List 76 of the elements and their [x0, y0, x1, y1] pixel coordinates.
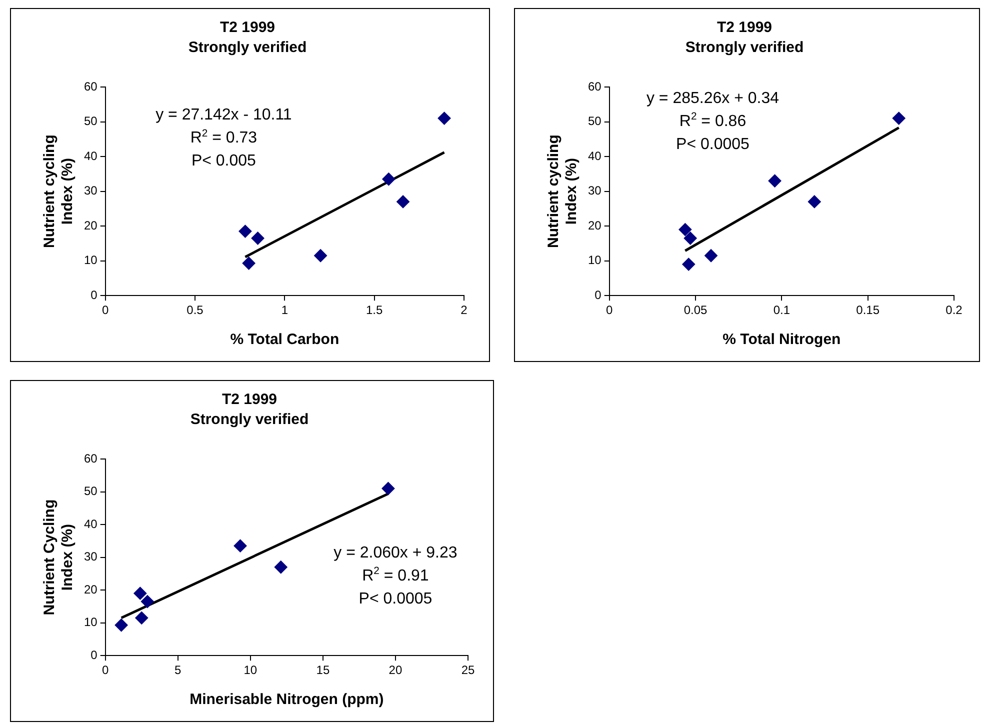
- y-tick-label: 0: [90, 648, 98, 662]
- x-tick-label: 20: [388, 663, 402, 678]
- y-tick-label: 10: [84, 615, 98, 630]
- y-tick-label: 50: [588, 114, 602, 128]
- x-axis-title: % Total Carbon: [230, 331, 340, 348]
- point: [768, 174, 782, 188]
- x-tick-label: 0.15: [856, 303, 880, 318]
- x-tick-label: 0.1: [773, 303, 790, 318]
- x-tick-label: 1: [281, 303, 288, 318]
- y-tick-label: 0: [90, 288, 98, 302]
- y-tick-label: 20: [588, 218, 602, 232]
- chart-title: T2 1999: [220, 19, 276, 36]
- chart-title: T2 1999: [716, 19, 772, 36]
- point: [251, 232, 264, 245]
- point: [140, 595, 154, 608]
- y-tick-label: 60: [84, 79, 98, 94]
- x-tick-label: 0: [102, 663, 110, 678]
- point: [314, 249, 328, 262]
- annotation: y = 27.142x - 10.11: [156, 106, 292, 124]
- point: [238, 224, 252, 238]
- x-tick-label: 2: [460, 303, 468, 318]
- annotation: y = 2.060x + 9.23: [334, 544, 458, 562]
- point: [892, 112, 906, 125]
- x-tick-label: 5: [174, 663, 182, 678]
- chart-subtitle: Strongly verified: [685, 39, 804, 56]
- y-tick-label: 40: [84, 148, 98, 163]
- point: [684, 232, 697, 245]
- point: [678, 223, 692, 236]
- point: [808, 195, 821, 208]
- annotation: y = 285.26x + 0.34: [646, 90, 780, 107]
- y-axis-title: Nutrient Cycling Index (%): [41, 499, 76, 616]
- y-tick-label: 10: [84, 253, 98, 268]
- x-tick-label: 15: [316, 663, 330, 678]
- y-tick-label: 0: [594, 288, 602, 302]
- point: [682, 258, 696, 271]
- y-tick-label: 60: [588, 79, 602, 94]
- chart-title: T2 1999: [222, 391, 278, 408]
- x-axis-title: % Total Nitrogen: [722, 331, 841, 348]
- point: [396, 195, 410, 208]
- point: [274, 560, 288, 574]
- point: [135, 611, 148, 624]
- y-tick-label: 30: [84, 550, 98, 564]
- y-tick-label: 50: [84, 484, 98, 498]
- point: [114, 618, 128, 632]
- point: [234, 539, 247, 552]
- y-tick-label: 10: [588, 253, 602, 268]
- x-tick-label: 1.5: [366, 303, 383, 318]
- annotation: P< 0.0005: [358, 590, 432, 608]
- chart-subtitle: Strongly verified: [190, 411, 309, 428]
- x-tick-label: 0.05: [684, 303, 708, 318]
- x-tick-label: 0: [606, 303, 614, 318]
- x-tick-label: 10: [244, 663, 258, 678]
- point: [134, 586, 147, 600]
- x-axis-title: Minerisable Nitrogen (ppm): [190, 691, 384, 708]
- y-tick-label: 50: [84, 114, 98, 128]
- x-tick-label: 0: [102, 303, 110, 318]
- y-tick-label: 40: [84, 516, 98, 531]
- y-tick-label: 20: [84, 218, 98, 232]
- point: [242, 256, 256, 270]
- y-tick-label: 20: [84, 582, 98, 596]
- y-tick-label: 40: [588, 148, 602, 163]
- y-tick-label: 30: [84, 184, 98, 198]
- y-axis-title: Nutrient cycling Index (%): [545, 134, 580, 248]
- point: [438, 112, 451, 125]
- point: [704, 249, 718, 262]
- y-tick-label: 30: [588, 184, 602, 198]
- point: [382, 482, 395, 495]
- annotation: P< 0.0005: [676, 136, 750, 153]
- x-tick-label: 0.2: [946, 303, 963, 318]
- chart-subtitle: Strongly verified: [188, 39, 307, 56]
- x-tick-label: 25: [461, 663, 475, 678]
- annotation: P< 0.005: [191, 152, 256, 170]
- y-axis-title: Nutrient cycling Index (%): [41, 134, 76, 248]
- x-tick-label: 0.5: [186, 303, 204, 318]
- point: [382, 172, 396, 186]
- y-tick-label: 60: [84, 451, 98, 466]
